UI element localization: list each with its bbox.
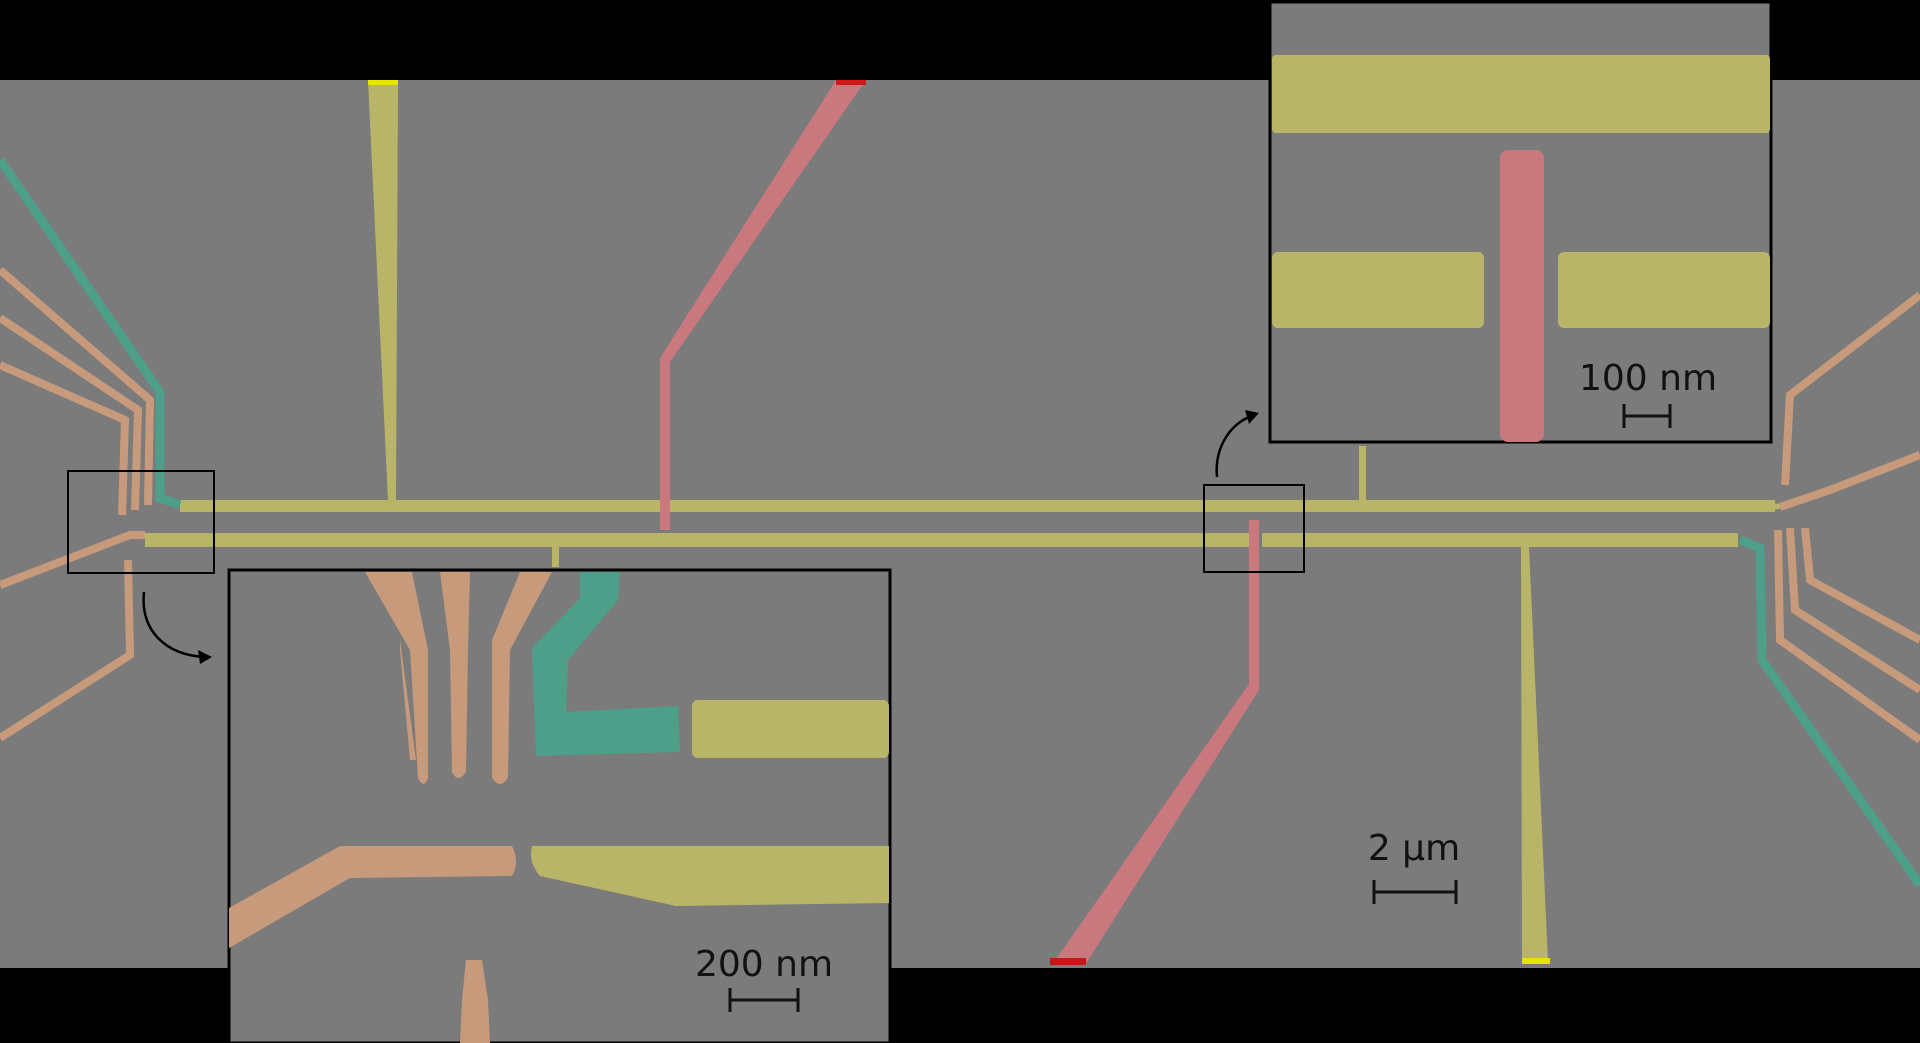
- inset-left-orange-diagonal: [229, 846, 516, 948]
- inset-right-yellow-top: [1272, 55, 1770, 133]
- scale-bar-inset-left: 200 nm: [695, 944, 833, 1012]
- scale-bar-inset-left-label: 200 nm: [695, 944, 833, 985]
- red-gate-top: [660, 80, 866, 530]
- red-gate-bottom: [1054, 520, 1259, 962]
- inset-left-orange-finger-1b: [400, 640, 416, 760]
- orange-lead-left-2: [0, 314, 143, 511]
- lower-rail-left: [145, 533, 1250, 547]
- teal-lead-left: [0, 157, 182, 510]
- region-box-left: [67, 470, 215, 574]
- inset-left: 200 nm: [227, 568, 892, 1043]
- red-gate-top-tip: [836, 80, 866, 85]
- inset-left-yellow-upper: [692, 700, 889, 758]
- orange-lead-right-5: [1774, 529, 1920, 744]
- scale-bar-inset-right-label: 100 nm: [1579, 358, 1717, 399]
- curved-arrow-icon: [1215, 410, 1259, 478]
- curved-arrow-icon: [142, 591, 212, 664]
- yellow-lead-bottom-tip: [1522, 958, 1550, 964]
- rail-taper-upper: [1738, 500, 1780, 512]
- lower-rail-right: [1262, 533, 1738, 547]
- main-gates: [0, 80, 1920, 965]
- scale-bar-inset-right: 100 nm: [1579, 358, 1717, 428]
- red-gate-bottom-tip: [1050, 958, 1086, 965]
- inset-right-red-gate: [1500, 150, 1544, 442]
- inset-left-orange-finger-3: [492, 572, 552, 784]
- yellow-lead-top-tip: [368, 80, 398, 85]
- inset-left-teal-gate: [532, 572, 680, 756]
- scale-bar-main-label: 2 µm: [1368, 828, 1460, 869]
- orange-lead-right-4: [1786, 527, 1920, 694]
- inset-left-yellow-lower: [531, 846, 889, 906]
- yellow-stub-upper: [1359, 446, 1366, 501]
- teal-lead-right: [1738, 535, 1920, 888]
- yellow-lead-top: [368, 80, 398, 500]
- upper-rail: [180, 500, 1775, 512]
- inset-left-orange-finger-1: [365, 572, 428, 784]
- orange-lead-left-4: [0, 531, 145, 589]
- orange-lead-right-1: [1781, 291, 1920, 486]
- orange-lead-right-2: [1778, 451, 1920, 511]
- inset-right-yellow-right: [1558, 252, 1770, 328]
- inset-left-orange-stub: [460, 960, 490, 1043]
- yellow-stub-lower: [552, 547, 559, 567]
- inset-left-orange-finger-2: [440, 572, 470, 778]
- region-box-right: [1203, 484, 1305, 573]
- inset-right-yellow-left: [1272, 252, 1484, 328]
- yellow-lead-bottom: [1521, 547, 1548, 962]
- orange-lead-left-3: [0, 361, 130, 516]
- scale-bar-main: 2 µm: [1368, 828, 1460, 904]
- inset-right: 100 nm: [1268, 0, 1773, 444]
- orange-lead-left-5: [0, 559, 135, 742]
- orange-lead-right-3: [1801, 527, 1920, 644]
